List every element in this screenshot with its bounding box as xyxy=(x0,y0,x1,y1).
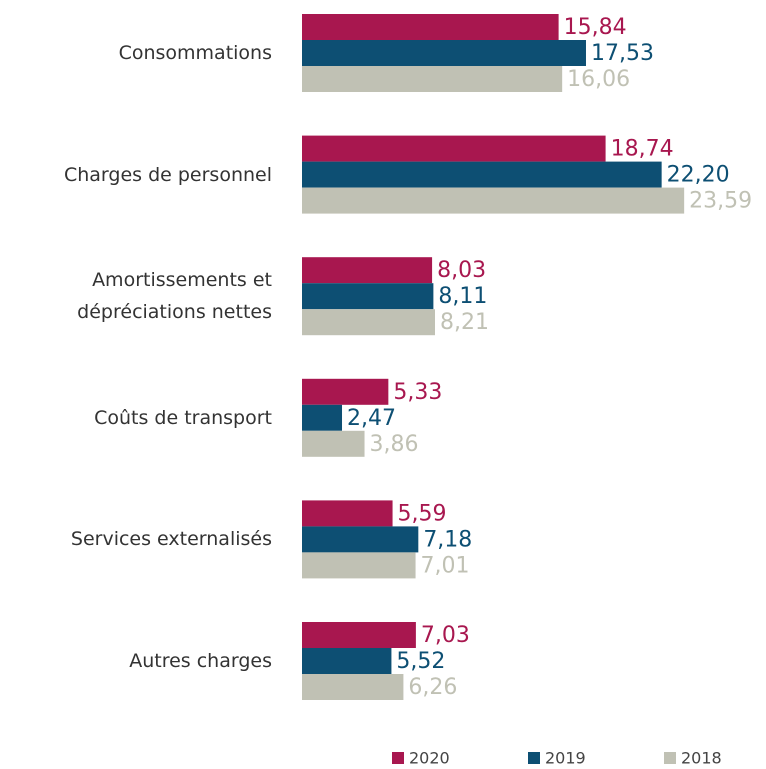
bar xyxy=(302,526,419,553)
value-label: 7,01 xyxy=(421,553,470,578)
value-label: 17,53 xyxy=(591,41,654,66)
bar xyxy=(302,14,559,40)
category-label: Charges de personnel xyxy=(63,163,272,186)
value-label: 8,03 xyxy=(437,258,486,283)
legend-swatch xyxy=(528,752,540,764)
bar xyxy=(302,430,365,457)
bar xyxy=(302,40,586,66)
bar xyxy=(302,404,343,431)
value-label: 6,26 xyxy=(408,675,457,700)
category-label: Services externalisés xyxy=(70,528,272,551)
value-label: 8,11 xyxy=(438,284,487,309)
bar xyxy=(302,378,389,405)
value-label: 16,06 xyxy=(567,67,630,92)
bar xyxy=(302,622,416,648)
value-label: 7,18 xyxy=(423,527,472,552)
value-label: 7,03 xyxy=(421,623,470,648)
bar xyxy=(302,309,436,336)
value-label: 18,74 xyxy=(611,137,674,162)
value-label: 22,20 xyxy=(667,163,730,188)
bar xyxy=(302,552,416,579)
category-label: Amortissements et dépréciations nettes xyxy=(77,269,272,324)
legend-swatch xyxy=(392,752,404,764)
bar xyxy=(302,161,662,188)
legend-swatch xyxy=(664,752,676,764)
legend-label: 2019 xyxy=(545,749,586,768)
bar xyxy=(302,257,433,284)
value-label: 5,52 xyxy=(396,649,445,674)
legend-label: 2018 xyxy=(681,749,722,768)
bar xyxy=(302,674,404,700)
bar xyxy=(302,648,392,674)
bar xyxy=(302,283,434,310)
category-label: Consommations xyxy=(118,42,272,64)
bar xyxy=(302,66,563,92)
category-label: Coûts de transport xyxy=(94,406,272,429)
bar xyxy=(302,135,606,162)
category-label: Autres charges xyxy=(129,650,272,672)
value-label: 23,59 xyxy=(689,189,752,214)
value-label: 3,86 xyxy=(370,432,419,457)
value-label: 2,47 xyxy=(347,406,396,431)
value-label: 5,59 xyxy=(398,501,447,526)
value-label: 5,33 xyxy=(393,380,442,405)
legend-label: 2020 xyxy=(409,749,450,768)
value-label: 8,21 xyxy=(440,310,489,335)
value-label: 15,84 xyxy=(564,15,627,40)
bar xyxy=(302,187,685,214)
bar xyxy=(302,500,393,527)
